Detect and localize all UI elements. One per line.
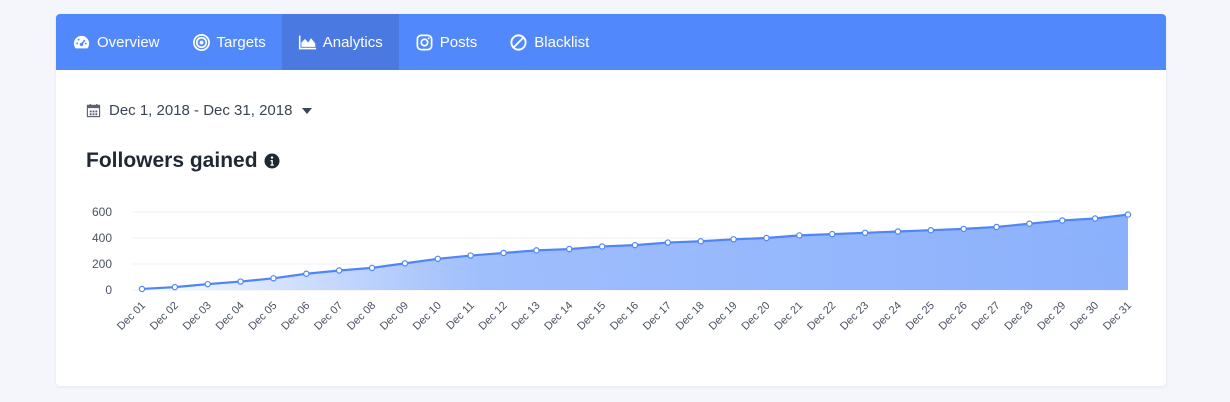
x-tick-label: Dec 05: [246, 300, 279, 333]
data-point: [500, 249, 507, 257]
tab-overview-label: Overview: [97, 33, 160, 51]
data-point: [763, 234, 770, 242]
area-chart-icon: [298, 35, 316, 49]
y-tick-label: 600: [92, 205, 112, 219]
x-tick-label: Dec 29: [1035, 300, 1068, 333]
ban-icon: [510, 33, 527, 51]
x-tick-label: Dec 15: [575, 300, 608, 333]
data-point: [1124, 211, 1132, 218]
x-tick-label: Dec 23: [838, 300, 871, 333]
x-tick-label: Dec 06: [279, 300, 312, 333]
data-point: [894, 228, 902, 235]
tab-overview[interactable]: Overview: [56, 14, 176, 70]
data-point: [237, 278, 244, 285]
tab-blacklist-label: Blacklist: [534, 33, 590, 51]
followers-chart-svg: 0 200 400 600 Dec 01 Dec 02 Dec 03 Dec 04 Dec 05…: [92, 205, 1134, 333]
data-point: [960, 225, 967, 233]
x-tick-label: Dec 31: [1101, 300, 1134, 333]
data-point: [1059, 217, 1066, 224]
x-tick-label: Dec 22: [805, 300, 838, 333]
instagram-icon: [416, 34, 433, 50]
x-tick-label: Dec 20: [739, 300, 772, 333]
date-range-label: Dec 1, 2018 - Dec 31, 2018: [109, 102, 293, 119]
data-point: [664, 239, 672, 246]
section-title: Followers gained: [86, 149, 258, 172]
x-tick-label: Dec 19: [707, 300, 740, 333]
x-tick-label: Dec 12: [477, 300, 510, 333]
data-point: [1026, 220, 1033, 227]
x-tick-label: Dec 16: [608, 300, 641, 333]
data-point: [1091, 215, 1099, 222]
data-point: [697, 238, 704, 245]
data-point: [270, 275, 277, 282]
x-tick-label: Dec 30: [1068, 300, 1101, 333]
x-tick-label: Dec 21: [772, 300, 805, 333]
x-tick-label: Dec 07: [312, 300, 345, 333]
data-point: [631, 241, 639, 249]
data-point: [401, 260, 409, 267]
data-point: [993, 223, 1000, 231]
y-tick-label: 0: [105, 283, 112, 297]
data-point: [796, 232, 803, 239]
x-tick-label: Dec 24: [871, 300, 904, 333]
followers-area: [142, 214, 1128, 290]
analytics-card: Overview Targets Analytics Posts: [56, 14, 1166, 386]
x-tick-label: Dec 09: [378, 300, 411, 333]
y-tick-label: 200: [92, 257, 112, 271]
data-point: [336, 267, 343, 274]
dashboard-icon: [73, 35, 90, 48]
tab-blacklist[interactable]: Blacklist: [493, 14, 605, 70]
data-point: [368, 264, 376, 272]
x-tick-label: Dec 13: [509, 300, 542, 333]
data-point: [861, 229, 869, 237]
x-tick-label: Dec 02: [148, 300, 181, 333]
caret-down-icon: [302, 107, 313, 114]
data-point: [171, 283, 179, 291]
info-icon[interactable]: [264, 153, 280, 169]
data-point: [467, 252, 474, 259]
x-tick-label: Dec 17: [641, 300, 674, 333]
tab-posts[interactable]: Posts: [399, 14, 494, 70]
tab-posts-label: Posts: [439, 33, 478, 51]
x-tick-label: Dec 26: [937, 300, 970, 333]
followers-chart: 0 200 400 600 Dec 01 Dec 02 Dec 03 Dec 04 Dec 05…: [56, 194, 1166, 384]
tab-analytics-label: Analytics: [322, 33, 383, 51]
x-tick-label: Dec 04: [214, 300, 247, 333]
x-tick-label: Dec 03: [181, 300, 214, 333]
tab-analytics[interactable]: Analytics: [281, 14, 399, 70]
date-range-picker[interactable]: Dec 1, 2018 - Dec 31, 2018: [86, 102, 313, 119]
data-point: [829, 230, 836, 238]
data-point: [434, 255, 441, 263]
data-point: [566, 245, 573, 253]
tab-targets-label: Targets: [216, 33, 266, 51]
data-point: [927, 227, 935, 234]
target-icon: [192, 33, 210, 51]
data-point: [730, 236, 737, 243]
x-tick-label: Dec 14: [542, 300, 575, 333]
calendar-icon: [86, 103, 101, 118]
data-point: [204, 280, 211, 288]
x-tick-label: Dec 08: [345, 300, 378, 333]
x-tick-label: Dec 01: [115, 300, 148, 333]
data-point: [303, 270, 310, 277]
x-tick-label: Dec 27: [970, 300, 1003, 333]
y-tick-label: 400: [92, 231, 112, 245]
tab-targets[interactable]: Targets: [176, 14, 282, 70]
x-tick-label: Dec 28: [1002, 300, 1035, 333]
data-point: [138, 285, 146, 293]
data-point: [533, 247, 540, 254]
x-tick-label: Dec 11: [444, 300, 477, 333]
x-tick-label: Dec 18: [674, 300, 707, 333]
x-tick-label: Dec 10: [411, 300, 444, 333]
data-point: [598, 243, 606, 250]
top-nav: Overview Targets Analytics Posts: [56, 14, 1166, 70]
x-tick-label: Dec 25: [904, 300, 937, 333]
